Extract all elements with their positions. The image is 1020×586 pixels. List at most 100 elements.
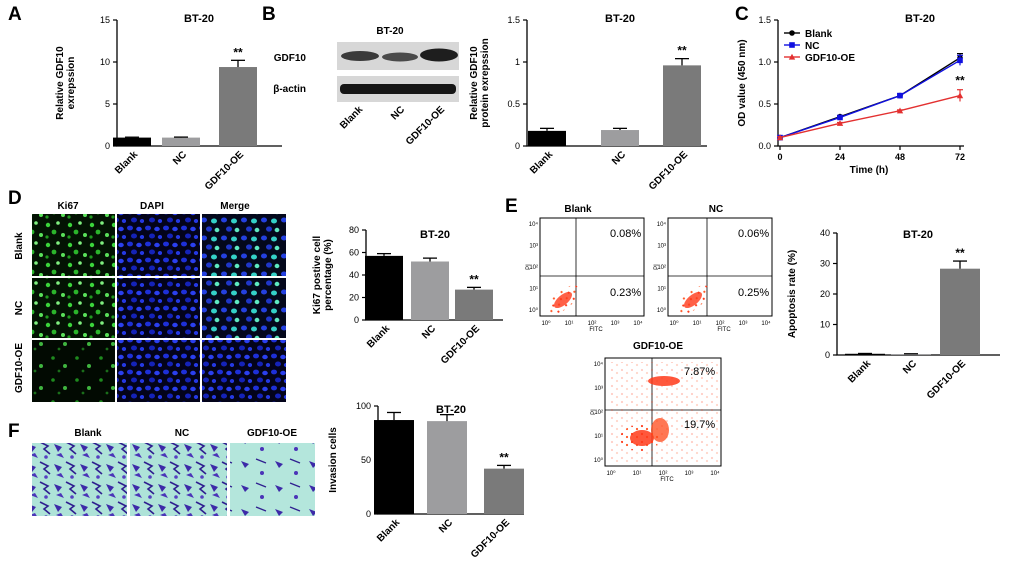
flow-x-tick: 10² [716, 321, 725, 327]
y-tick-label: 1.5 [758, 15, 771, 25]
blot-lane-gdf10-oe: GDF10-OE [404, 104, 447, 147]
flow-x-tick: 10⁴ [710, 470, 720, 477]
bar-nc [411, 261, 449, 320]
legend-marker [788, 53, 796, 60]
y-tick-label: 50 [361, 455, 371, 465]
immunofluorescence-grid: Ki67 DAPI Merge Blank NC GDF10-OE [14, 201, 286, 402]
invasion-col-nc: NC [175, 428, 189, 439]
flow-y-tick: 10² [529, 265, 538, 271]
significance-mark: ** [233, 45, 243, 59]
if-col-merge: Merge [220, 201, 250, 212]
flow-x-tick: 10⁰ [541, 320, 551, 327]
if-image-dapi-oe [117, 340, 200, 402]
flow-x-tick: 10³ [739, 321, 748, 327]
invasion-image-blank [32, 443, 127, 516]
invasion-image-gdf10-oe [230, 443, 315, 516]
y-tick-label: 10 [100, 57, 110, 67]
panel-label-f: F [8, 421, 20, 442]
flow-y-tick: 10⁰ [657, 307, 667, 314]
x-tick-label: 0 [777, 152, 782, 162]
y-axis-label: Relative GDF10 [469, 46, 480, 120]
flow-y-tick: 10⁰ [594, 457, 604, 464]
y-tick-label: 80 [349, 225, 359, 235]
data-point [897, 92, 903, 99]
chart-title: BT-20 [905, 13, 935, 25]
x-tick-label: NC [901, 358, 919, 376]
y-tick-label: 0 [515, 141, 520, 151]
flow-y-tick: 10³ [594, 386, 603, 392]
x-tick-label: NC [610, 149, 628, 167]
y-tick-label: 0.5 [507, 99, 520, 109]
flow-upper-blank: 0.08% [610, 228, 641, 240]
chart-title: BT-20 [903, 229, 933, 241]
data-point [957, 57, 963, 64]
x-tick-label: 72 [955, 152, 965, 162]
x-tick-label: GDF10-OE [925, 358, 968, 401]
blot-band-gdf10-nc [382, 52, 418, 62]
chart-title: BT-20 [420, 229, 450, 241]
flow-lower-nc: 0.25% [738, 287, 769, 299]
x-tick-label: GDF10-OE [647, 149, 690, 192]
x-tick-label: NC [420, 323, 438, 341]
flow-x-label: FITC [660, 477, 674, 483]
chart-a: 0 5 10 15 BT-20 Relative GDF10 exrepssion Blank… [55, 13, 282, 192]
panel-label-c: C [735, 4, 749, 25]
y-tick-label: 0 [825, 350, 830, 360]
y-tick-label: 15 [100, 15, 110, 25]
flow-x-tick: 10³ [685, 471, 694, 477]
flow-upper-oe: 7.87% [684, 366, 715, 378]
y-tick-label: 40 [349, 270, 359, 280]
flow-title-nc: NC [709, 204, 723, 215]
x-tick-label: Blank [365, 323, 392, 350]
if-row-blank: Blank [14, 232, 25, 260]
if-col-dapi: DAPI [140, 201, 164, 212]
chart-e: 0 10 20 30 40 BT-20 Apoptosis rate (%) Blank NC *… [787, 228, 1000, 401]
flow-x-tick: 10⁴ [761, 320, 771, 327]
blot-row-label-gdf10: GDF10 [274, 53, 307, 64]
flow-y-tick: 10² [657, 265, 666, 271]
blot-band-actin [340, 84, 456, 94]
y-tick-label: 20 [820, 289, 830, 299]
chart-title: BT-20 [605, 13, 635, 25]
flow-y-tick: 10⁴ [594, 361, 604, 368]
y-axis-label: protein exrepssion [480, 38, 491, 127]
x-tick-label: GDF10-OE [469, 517, 512, 560]
bar-blank [365, 255, 403, 320]
x-tick-label: GDF10-OE [203, 149, 246, 192]
flow-y-tick: 10¹ [594, 434, 603, 440]
if-image-merge-oe [202, 340, 286, 402]
y-tick-label: 100 [356, 401, 371, 411]
y-tick-label: 40 [820, 228, 830, 238]
bar-gdf10-oe [663, 65, 701, 146]
bar-gdf10-oe [484, 468, 524, 514]
data-point [776, 134, 784, 141]
if-image-ki67-oe [32, 340, 115, 402]
chart-title: BT-20 [184, 13, 214, 25]
invasion-image-nc [130, 443, 227, 516]
x-tick-label: 48 [895, 152, 905, 162]
y-tick-label: 0 [105, 141, 110, 151]
y-axis-label: Relative GDF10 [55, 46, 66, 120]
legend-label: GDF10-OE [805, 53, 855, 64]
significance-mark: ** [677, 44, 687, 58]
chart-b: 0 0.5 1 1.5 BT-20 Relative GDF10 protein exrep… [469, 13, 707, 192]
y-axis-label: Apoptosis rate (%) [787, 250, 798, 338]
x-tick-label: Blank [113, 149, 140, 176]
flow-core-nc [683, 291, 703, 309]
data-point [837, 114, 843, 121]
x-tick-label: NC [437, 517, 455, 535]
panel-label-b: B [262, 4, 276, 25]
invasion-col-blank: Blank [74, 428, 102, 439]
legend-label: NC [805, 41, 819, 52]
flow-x-label: FITC [717, 327, 731, 333]
blot-lane-nc: NC [389, 104, 407, 122]
bar-nc [427, 421, 467, 514]
y-tick-label: 0.5 [758, 99, 771, 109]
western-blot: BT-20 GDF10 β-actin Blank NC GDF10-OE [273, 26, 459, 147]
chart-title: BT-20 [436, 404, 466, 416]
y-tick-label: 20 [349, 293, 359, 303]
if-image-dapi-blank [117, 214, 200, 276]
blot-band-gdf10-oe [420, 48, 458, 62]
chart-f: 0 50 100 BT-20 Invasion cells Blank NC ** GDF10-… [328, 401, 524, 560]
chart-c: 0.0 0.5 1.0 1.5 0 24 48 72 Time (h) OD value (450… [737, 13, 965, 176]
